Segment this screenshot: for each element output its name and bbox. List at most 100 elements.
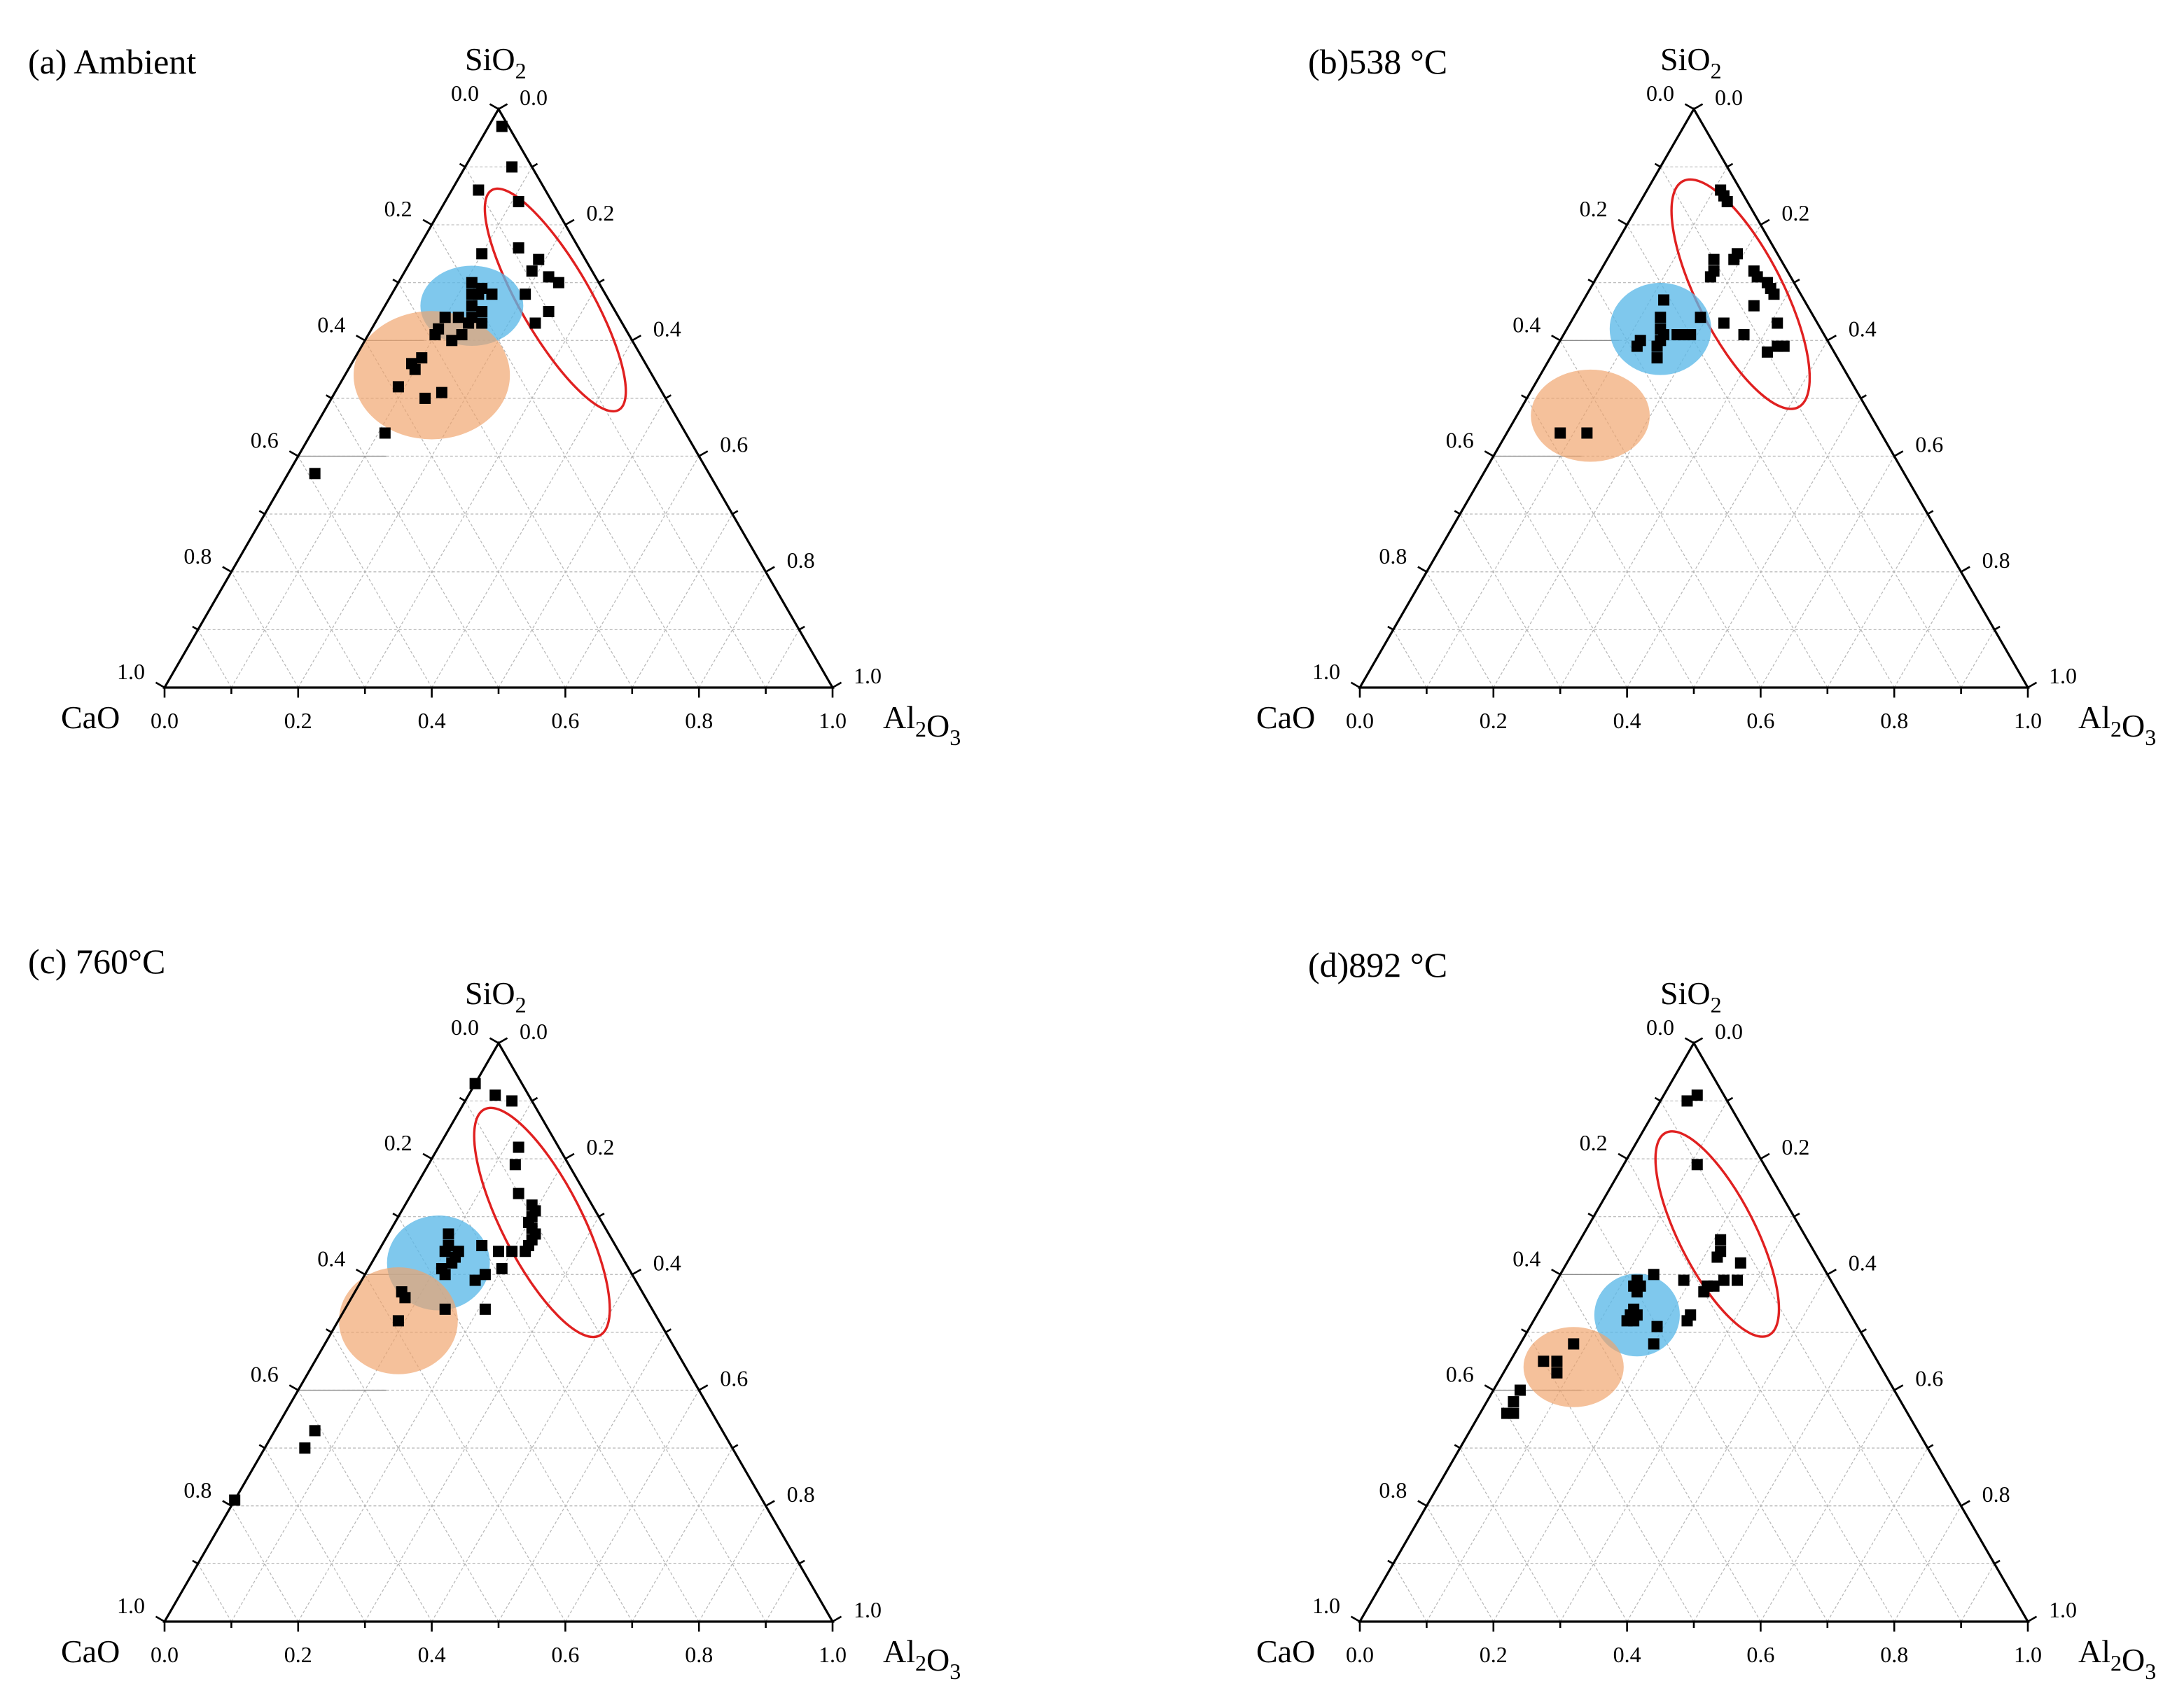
grid-line [364, 282, 599, 688]
tick-label-bottom: 0.0 [1346, 708, 1374, 733]
grid-line [1559, 282, 1795, 688]
data-point [1651, 340, 1663, 352]
tick-mark [1893, 450, 1904, 457]
grid-line [298, 456, 433, 688]
data-point [1648, 1269, 1660, 1281]
grid-line [331, 398, 499, 688]
data-point [1704, 271, 1716, 283]
grid-line [197, 1563, 232, 1622]
tick-mark [392, 279, 399, 284]
tick-label-left: 0.8 [1379, 1477, 1407, 1503]
tick-mark [1484, 1384, 1494, 1391]
grid-line [1559, 1216, 1795, 1622]
vertex-labels: SiO2 CaO Al2O3 [61, 41, 961, 750]
tick-label-left: 0.8 [1379, 543, 1407, 569]
data-point [229, 1494, 241, 1506]
grid-line [1493, 456, 1628, 688]
tick-mark [1860, 1328, 1867, 1334]
data-point [513, 1187, 524, 1199]
data-point [1685, 329, 1697, 341]
tick-mark [1827, 334, 1837, 342]
tick-label-left: 1.0 [1312, 659, 1340, 684]
tick-label-bottom: 0.6 [551, 1642, 579, 1667]
data-point [476, 305, 488, 317]
tick-mark [1994, 625, 2001, 631]
tick-mark [564, 218, 575, 226]
data-point [543, 271, 555, 283]
tick-mark [564, 1152, 575, 1160]
tick-label-left: 0.4 [1512, 1246, 1540, 1271]
tick-label-right: 0.2 [586, 200, 614, 225]
grid-line [1660, 167, 1962, 688]
tick-mark [598, 1213, 605, 1218]
grid-line [498, 1332, 667, 1622]
data-point [446, 1257, 458, 1269]
vertex-label-cao: CaO [1256, 699, 1315, 735]
panel-a-ambient: (a) Ambient 0.00.01.00.20.20.80.40.40.60… [28, 41, 961, 750]
tick-mark [531, 1096, 538, 1102]
tick-mark [598, 279, 605, 284]
tick-label-left: 0.8 [183, 543, 211, 569]
data-point [443, 1228, 454, 1240]
tick-label-bottom: 0.4 [1613, 1642, 1641, 1667]
vertex-label-cao: CaO [1256, 1633, 1315, 1669]
tick-mark [1350, 1615, 1361, 1623]
red-cluster-ellipse [1654, 1130, 1781, 1338]
data-point [1581, 427, 1593, 439]
vertex-label-al2o3: Al2O3 [883, 1633, 961, 1684]
tick-mark [1654, 162, 1661, 168]
vertex-label-cao: CaO [61, 699, 120, 735]
tick-label-right: 0.6 [1915, 432, 1943, 457]
data-point [489, 1089, 501, 1101]
data-point [533, 253, 545, 265]
data-point [409, 363, 421, 375]
tick-label-left: 0.4 [1512, 312, 1540, 337]
data-point [1681, 1315, 1693, 1327]
tick-label-left: 0.2 [384, 1130, 412, 1155]
tick-mark [1827, 1268, 1837, 1276]
tick-mark [258, 1444, 265, 1449]
tick-mark [326, 1328, 333, 1334]
data-point [439, 312, 451, 323]
tick-label-left: 0.2 [384, 196, 412, 221]
vertex-label-al2o3: Al2O3 [2078, 1633, 2156, 1684]
data-point [439, 1303, 451, 1315]
data-point [1761, 346, 1773, 358]
data-point [1695, 312, 1706, 323]
tick-label-bottom: 0.8 [1880, 708, 1908, 733]
tick-mark [1760, 1152, 1770, 1160]
tick-label-bottom: 0.6 [551, 708, 579, 733]
grid-lines [197, 166, 800, 688]
tick-label-left: 0.0 [1646, 81, 1674, 106]
tick-mark [192, 625, 199, 631]
grid-line [1893, 571, 1962, 688]
data-point [469, 1274, 481, 1286]
grid-line [331, 1332, 499, 1622]
tick-label-left: 0.6 [1446, 428, 1474, 453]
grid-line [1459, 1447, 1561, 1622]
grid-line [1393, 1563, 1427, 1622]
grid-line [230, 571, 299, 688]
grid-line [1393, 629, 1427, 688]
data-point [399, 1292, 411, 1304]
tick-label-right: 1.0 [2049, 1597, 2077, 1622]
data-point [529, 317, 541, 329]
tick-mark [698, 450, 709, 457]
tick-mark [1587, 279, 1594, 284]
tick-mark [665, 1328, 672, 1334]
grid-line [1893, 1505, 1962, 1622]
grid-line [264, 513, 366, 688]
tick-mark [1994, 1559, 2001, 1565]
tick-mark [531, 162, 538, 168]
grid-line [765, 1563, 800, 1622]
data-point [1698, 1286, 1710, 1298]
grid-line [1961, 1563, 1995, 1622]
tick-mark [1618, 218, 1628, 226]
data-points [1501, 1089, 1746, 1419]
grid-line [1660, 1101, 1962, 1622]
data-point [446, 335, 458, 347]
tick-mark [422, 218, 433, 226]
tick-label-right: 0.4 [1849, 1250, 1877, 1275]
tick-label-left: 1.0 [1312, 1593, 1340, 1618]
data-point [1728, 253, 1740, 265]
